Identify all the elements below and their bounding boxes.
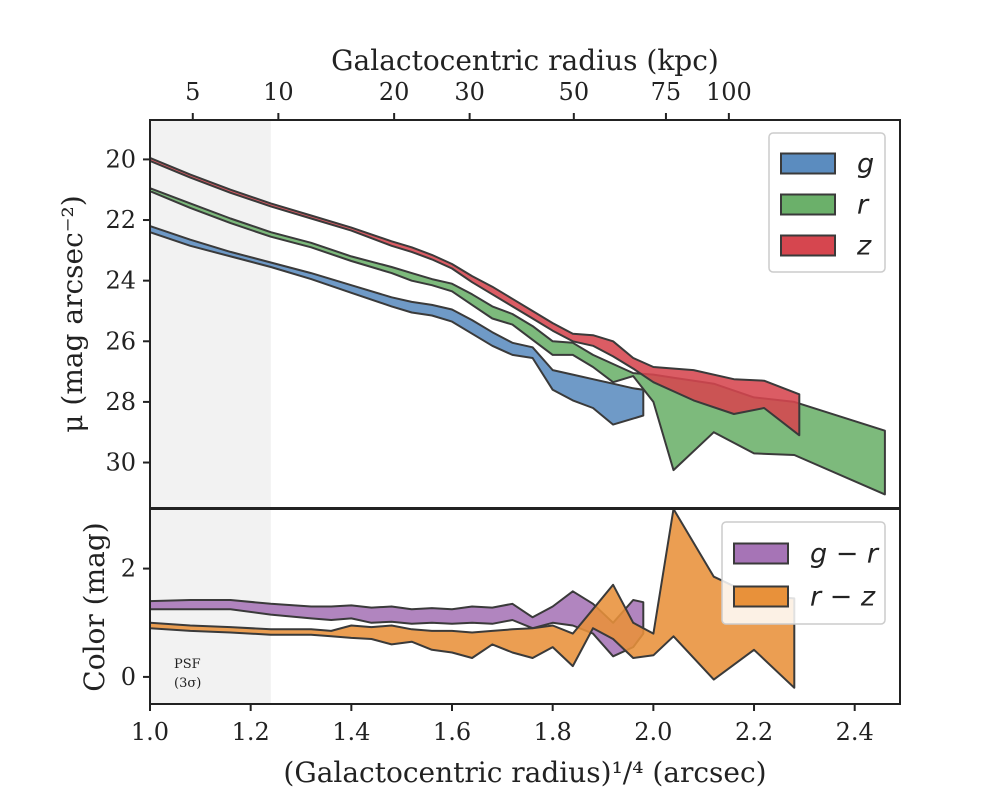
series-band-z	[150, 156, 801, 437]
color-panel: g − r r − z 0 2 1.0 1.2 1.4 1.6 1.8 2.0 2.2 2.4 P…	[78, 508, 901, 789]
bottom-plot-frame	[149, 508, 901, 705]
y-tick-label: 20	[105, 145, 136, 173]
legend-label: r	[857, 190, 870, 221]
legend-swatch	[780, 152, 836, 175]
top-x-tick-label: 100	[706, 78, 752, 106]
x-tick-label: 2.2	[735, 718, 773, 746]
bottom-x-axis-label: (Galactocentric radius)¹/⁴ (arcsec)	[283, 756, 766, 789]
y-tick-label: 2	[121, 555, 136, 583]
x-tick-label: 2.4	[836, 718, 874, 746]
x-tick-label: 1.6	[433, 718, 471, 746]
top-legend: grz	[768, 132, 886, 273]
legend-label: g − r	[810, 539, 880, 570]
top-x-tick-label: 20	[379, 78, 410, 106]
x-tick-label: 2.0	[634, 718, 672, 746]
legend-label: r − z	[810, 582, 876, 613]
y-tick-label: 26	[105, 327, 136, 355]
series-band-r	[150, 187, 886, 496]
x-tick-label: 1.8	[534, 718, 572, 746]
top-x-tick-label: 75	[651, 78, 682, 106]
x-tick-label: 1.4	[332, 718, 370, 746]
top-x-axis-label: Galactocentric radius (kpc)	[331, 44, 719, 77]
surface-brightness-panel: grz 20 22 24 26 28 30 5 10 20 30 50 75 100 Galactoc…	[56, 44, 901, 509]
legend-swatch	[733, 542, 789, 565]
y-tick-label: 28	[105, 388, 136, 416]
series-band-rz	[150, 509, 796, 689]
y-tick-label: 0	[121, 663, 136, 691]
x-tick-label: 1.2	[232, 718, 270, 746]
y-tick-label: 24	[105, 267, 136, 295]
psf-sigma-label: (3σ)	[174, 676, 201, 691]
legend-swatch	[780, 193, 836, 216]
y-tick-label: 30	[105, 449, 136, 477]
legend-label: z	[856, 231, 872, 262]
legend-label: g	[857, 149, 874, 180]
psf-region-top	[150, 120, 271, 508]
y-tick-label: 22	[105, 206, 136, 234]
legend-swatch	[733, 585, 789, 608]
top-x-tick-label: 30	[454, 78, 485, 106]
psf-label: PSF	[174, 657, 201, 672]
top-x-tick-label: 5	[185, 78, 200, 106]
bottom-legend: g − r r − z	[721, 521, 886, 625]
bottom-y-axis-label: Color (mag)	[78, 522, 111, 691]
top-x-tick-label: 10	[263, 78, 294, 106]
legend-swatch	[780, 234, 836, 257]
series-band-g	[150, 225, 645, 426]
top-x-tick-label: 50	[559, 78, 590, 106]
x-tick-label: 1.0	[131, 718, 169, 746]
top-y-axis-label: μ (mag arcsec⁻²)	[56, 195, 89, 432]
